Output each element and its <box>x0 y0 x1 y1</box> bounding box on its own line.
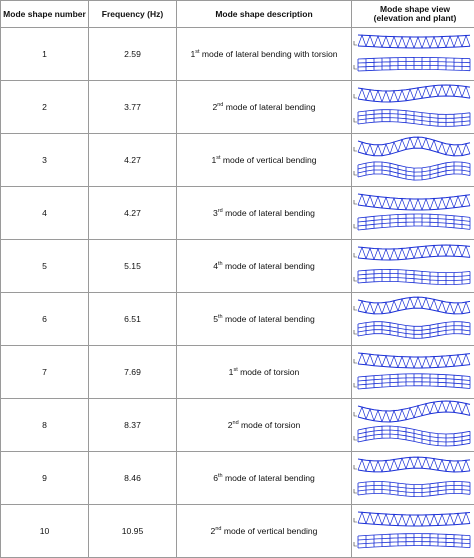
description-cell: 2nd mode of vertical bending <box>177 505 352 558</box>
mode-shape-drawing <box>352 400 474 450</box>
mode-number-cell: 5 <box>1 240 89 293</box>
frequency-cell: 4.27 <box>89 134 177 187</box>
description-cell: 5th mode of lateral bending <box>177 293 352 346</box>
description-text: mode of vertical bending <box>221 526 317 536</box>
mode-shape-view-cell <box>352 293 474 346</box>
mode-number-cell: 2 <box>1 81 89 134</box>
description-text: mode of vertical bending <box>221 155 317 165</box>
header-description: Mode shape description <box>177 1 352 28</box>
header-frequency: Frequency (Hz) <box>89 1 177 28</box>
description-text: mode of lateral bending <box>223 261 315 271</box>
description-text: mode of lateral bending <box>223 208 315 218</box>
mode-number-cell: 8 <box>1 399 89 452</box>
description-text: mode of lateral bending with torsion <box>200 49 338 59</box>
description-cell: 2nd mode of lateral bending <box>177 81 352 134</box>
frequency-cell: 4.27 <box>89 187 177 240</box>
mode-shape-drawing <box>352 188 474 238</box>
description-cell: 3rd mode of lateral bending <box>177 187 352 240</box>
mode-number-cell: 10 <box>1 505 89 558</box>
mode-shape-view-cell <box>352 134 474 187</box>
header-view-line2: (elevation and plant) <box>374 13 457 23</box>
mode-number-cell: 4 <box>1 187 89 240</box>
frequency-cell: 8.46 <box>89 452 177 505</box>
mode-shape-drawing <box>352 241 474 291</box>
mode-shape-drawing <box>352 347 474 397</box>
mode-shape-drawing <box>352 82 474 132</box>
mode-shape-drawing <box>352 294 474 344</box>
frequency-cell: 3.77 <box>89 81 177 134</box>
description-text: mode of torsion <box>239 420 301 430</box>
mode-shape-view-cell <box>352 187 474 240</box>
header-row: Mode shape number Frequency (Hz) Mode sh… <box>1 1 474 28</box>
description-cell: 2nd mode of torsion <box>177 399 352 452</box>
mode-shape-view-cell <box>352 505 474 558</box>
header-view: Mode shape view (elevation and plant) <box>352 1 474 28</box>
description-cell: 1st mode of lateral bending with torsion <box>177 28 352 81</box>
mode-shape-drawing <box>352 29 474 79</box>
mode-shape-drawing <box>352 453 474 503</box>
header-mode-number: Mode shape number <box>1 1 89 28</box>
description-cell: 1st mode of torsion <box>177 346 352 399</box>
frequency-cell: 6.51 <box>89 293 177 346</box>
mode-number-cell: 9 <box>1 452 89 505</box>
mode-shape-drawing <box>352 135 474 185</box>
mode-shape-view-cell <box>352 28 474 81</box>
frequency-cell: 2.59 <box>89 28 177 81</box>
mode-number-cell: 1 <box>1 28 89 81</box>
frequency-cell: 7.69 <box>89 346 177 399</box>
mode-shape-view-cell <box>352 452 474 505</box>
mode-shape-drawing <box>352 506 474 556</box>
description-cell: 1st mode of vertical bending <box>177 134 352 187</box>
mode-number-cell: 3 <box>1 134 89 187</box>
mode-number-cell: 7 <box>1 346 89 399</box>
frequency-cell: 5.15 <box>89 240 177 293</box>
mode-shape-view-cell <box>352 346 474 399</box>
description-text: mode of torsion <box>238 367 300 377</box>
mode-shape-view-cell <box>352 81 474 134</box>
description-text: mode of lateral bending <box>223 102 315 112</box>
mode-shape-view-cell <box>352 240 474 293</box>
description-cell: 4th mode of lateral bending <box>177 240 352 293</box>
mode-number-cell: 6 <box>1 293 89 346</box>
description-text: mode of lateral bending <box>223 473 315 483</box>
description-cell: 6th mode of lateral bending <box>177 452 352 505</box>
frequency-cell: 10.95 <box>89 505 177 558</box>
mode-shape-view-cell <box>352 399 474 452</box>
description-text: mode of lateral bending <box>223 314 315 324</box>
frequency-cell: 8.37 <box>89 399 177 452</box>
